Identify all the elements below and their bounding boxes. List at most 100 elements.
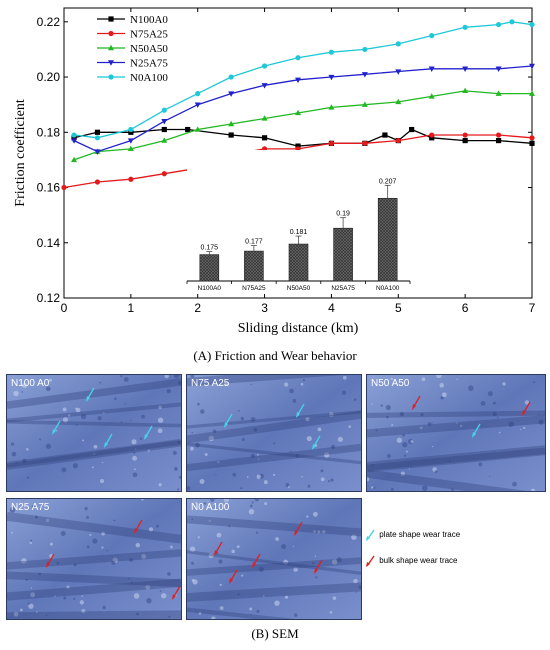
sem-grain	[257, 453, 259, 456]
sem-grain	[208, 435, 215, 442]
sem-grain	[421, 377, 426, 382]
sem-grain	[302, 379, 306, 382]
arrow-head	[412, 404, 416, 410]
sem-grain	[198, 611, 202, 615]
sem-grain	[38, 572, 41, 576]
data-point-N75A25	[462, 132, 468, 138]
sem-grain	[312, 561, 315, 565]
data-point-N0A100	[261, 63, 268, 69]
data-point-N100A0	[529, 140, 535, 146]
arrow-head	[312, 444, 316, 450]
sem-grain	[132, 472, 138, 478]
sem-grain	[173, 375, 179, 379]
data-point-N0A100	[228, 74, 234, 80]
sem-micrograph	[187, 375, 361, 491]
sem-grain	[178, 380, 181, 385]
sem-legend: plate shape wear trace bulk shape wear t…	[363, 528, 543, 578]
sem-grain	[250, 453, 256, 459]
sem-grain	[10, 531, 13, 534]
sem-grain	[25, 578, 28, 581]
sem-grain	[187, 486, 191, 491]
sem-grain	[30, 539, 33, 542]
sem-wear-track	[187, 582, 361, 602]
data-point-N50A50	[428, 93, 435, 99]
sem-grain	[177, 488, 180, 491]
sem-grain	[496, 416, 499, 419]
sem-grain	[431, 422, 433, 424]
sem-grain	[294, 613, 298, 617]
sem-grain	[140, 499, 144, 501]
data-point-N0A100	[328, 49, 335, 55]
sem-grain	[284, 382, 289, 387]
sem-grain	[274, 600, 280, 606]
data-point-N25A75	[71, 138, 78, 144]
sem-grain	[241, 438, 245, 442]
sem-wear-track	[187, 442, 361, 465]
sem-grain	[320, 477, 325, 482]
arrow-head	[46, 562, 50, 568]
sem-grain	[199, 479, 205, 485]
sem-micrograph	[367, 375, 545, 491]
sem-grain	[358, 585, 361, 589]
sem-grain	[66, 585, 70, 589]
sem-grain	[11, 442, 15, 446]
sem-wear-track	[7, 420, 181, 428]
sem-grain	[523, 426, 526, 430]
data-point-N100A0	[409, 126, 415, 133]
inset-category-label: N25A75	[331, 285, 355, 292]
sem-grain	[123, 377, 129, 382]
sem-panel-4: N25 A75	[6, 498, 182, 620]
sem-grain	[86, 545, 90, 549]
data-point-N25A75	[361, 72, 368, 78]
sem-grain	[440, 396, 444, 400]
sem-grain	[301, 476, 303, 478]
sem-grain	[353, 398, 357, 401]
arrow-head	[314, 568, 318, 574]
sem-grain	[203, 502, 207, 505]
sem-grain	[456, 378, 458, 381]
sem-grain	[177, 440, 181, 444]
sem-grain	[240, 487, 243, 490]
sem-grain	[404, 454, 407, 457]
sem-grain	[421, 485, 428, 491]
sem-panel-3: N50 A50	[366, 374, 546, 492]
legend-label: N25A75	[130, 58, 168, 70]
sem-grain	[329, 412, 334, 417]
sem-grain	[492, 412, 497, 417]
sem-grain	[197, 402, 200, 406]
sem-grain	[11, 451, 17, 457]
sem-grain	[120, 421, 123, 423]
sem-grain	[390, 488, 394, 491]
sem-grain	[399, 412, 405, 417]
data-point-N50A50	[194, 126, 201, 132]
sem-micrograph	[7, 499, 181, 619]
sem-grain	[75, 407, 78, 410]
sem-legend-bulk: bulk shape wear trace	[363, 554, 458, 568]
sem-grain	[34, 515, 38, 519]
sem-grain	[380, 404, 383, 407]
sem-wear-track	[367, 447, 545, 473]
sem-grain	[300, 382, 304, 386]
sem-grain	[402, 433, 405, 437]
sem-wear-track	[187, 515, 361, 537]
arrow-head	[104, 442, 108, 448]
sem-grain	[246, 476, 249, 478]
legend-label: N50A50	[130, 43, 168, 55]
sem-grain	[45, 443, 52, 449]
sem-grain	[330, 444, 336, 450]
sem-grain	[54, 595, 56, 598]
sem-background	[187, 375, 361, 491]
x-tick-label: 6	[462, 301, 469, 315]
data-point-N25A75	[395, 69, 402, 75]
sem-grain	[21, 558, 27, 564]
bar-N0A100	[377, 197, 398, 282]
sem-grain	[113, 519, 116, 522]
sem-grain	[419, 426, 423, 430]
sem-grain	[524, 400, 530, 405]
sem-grain	[135, 542, 141, 548]
data-point-N50A50	[228, 120, 235, 127]
x-tick-label: 3	[261, 301, 268, 315]
data-point-N75A25	[161, 171, 167, 177]
sem-grain	[174, 467, 178, 471]
y-tick-label: 0.18	[37, 125, 61, 139]
